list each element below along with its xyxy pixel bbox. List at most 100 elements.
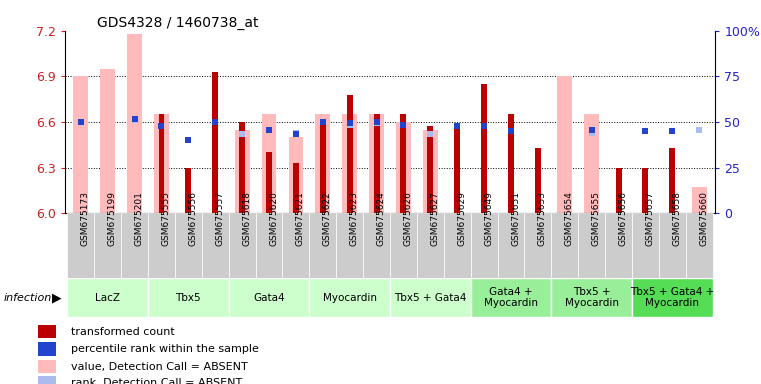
Bar [212,72,218,213]
Bar [310,213,336,278]
Text: GSM675621: GSM675621 [296,191,305,246]
Text: GSM675622: GSM675622 [323,191,332,246]
Text: GSM675620: GSM675620 [269,191,278,246]
Bar [94,213,121,278]
Bar [186,167,191,213]
Bar [390,278,470,317]
Bar [282,213,310,278]
Bar [369,114,384,213]
Text: GSM675651: GSM675651 [511,191,520,246]
Bar [535,148,541,213]
Bar [73,76,88,213]
Bar [417,213,444,278]
Bar [454,126,460,213]
Text: GSM675656: GSM675656 [619,191,628,246]
Text: GDS4328 / 1460738_at: GDS4328 / 1460738_at [97,16,259,30]
Bar [256,213,282,278]
Bar [508,114,514,213]
Text: rank, Detection Call = ABSENT: rank, Detection Call = ABSENT [71,377,242,384]
Bar [584,114,599,213]
Text: GSM675623: GSM675623 [350,191,358,246]
Text: GSM675649: GSM675649 [484,191,493,246]
Bar [262,114,276,213]
Bar [578,213,605,278]
Text: GSM675660: GSM675660 [699,191,708,246]
Bar [524,213,551,278]
Text: Tbx5: Tbx5 [176,293,201,303]
Bar [428,126,433,213]
Bar [481,84,487,213]
Text: GSM675624: GSM675624 [377,191,386,246]
Bar [148,213,175,278]
Bar [423,129,438,213]
Bar [121,213,148,278]
Bar [229,278,310,317]
Bar [616,167,622,213]
Text: Gata4 +
Myocardin: Gata4 + Myocardin [484,287,538,308]
Bar [605,213,632,278]
Text: GSM675557: GSM675557 [215,191,224,246]
Bar [100,69,115,213]
Text: GSM675654: GSM675654 [565,191,574,246]
Bar [229,213,256,278]
Bar [293,163,299,213]
Bar [551,278,632,317]
Text: GSM675655: GSM675655 [591,191,600,246]
Text: value, Detection Call = ABSENT: value, Detection Call = ABSENT [71,361,247,372]
Text: LacZ: LacZ [95,293,120,303]
Bar [38,360,56,373]
Bar [632,213,659,278]
Text: Tbx5 +
Myocardin: Tbx5 + Myocardin [565,287,619,308]
Text: GSM675653: GSM675653 [538,191,547,246]
Bar [396,122,411,213]
Text: GSM675629: GSM675629 [457,191,466,246]
Bar [68,278,148,317]
Text: GSM675657: GSM675657 [645,191,654,246]
Text: GSM675556: GSM675556 [189,191,197,246]
Bar [551,213,578,278]
Text: GSM675658: GSM675658 [672,191,681,246]
Bar [692,187,707,213]
Bar [400,114,406,213]
Text: GSM675618: GSM675618 [242,191,251,246]
Bar [444,213,470,278]
Text: Gata4: Gata4 [253,293,285,303]
Bar [38,376,56,384]
Bar [557,76,572,213]
Bar [38,343,56,356]
Bar [315,114,330,213]
Bar [127,34,142,213]
Bar [320,122,326,213]
Bar [347,94,352,213]
Text: GSM675173: GSM675173 [81,191,90,246]
Bar [266,152,272,213]
Bar [336,213,363,278]
Text: ▶: ▶ [52,291,62,304]
Bar [154,114,169,213]
Text: GSM675627: GSM675627 [430,191,439,246]
Bar [470,278,551,317]
Bar [363,213,390,278]
Bar [310,278,390,317]
Bar [202,213,229,278]
Text: Tbx5 + Gata4: Tbx5 + Gata4 [394,293,466,303]
Bar [234,129,250,213]
Bar [659,213,686,278]
Bar [390,213,417,278]
Bar [158,114,164,213]
Bar [686,213,712,278]
Bar [498,213,524,278]
Bar [632,278,712,317]
Bar [342,114,357,213]
Text: transformed count: transformed count [71,326,174,337]
Bar [642,167,648,213]
Bar [470,213,498,278]
Bar [68,213,94,278]
Bar [374,114,380,213]
Text: percentile rank within the sample: percentile rank within the sample [71,344,259,354]
Bar [148,278,229,317]
Text: GSM675626: GSM675626 [403,191,412,246]
Bar [239,122,245,213]
Text: Myocardin: Myocardin [323,293,377,303]
Text: infection: infection [4,293,52,303]
